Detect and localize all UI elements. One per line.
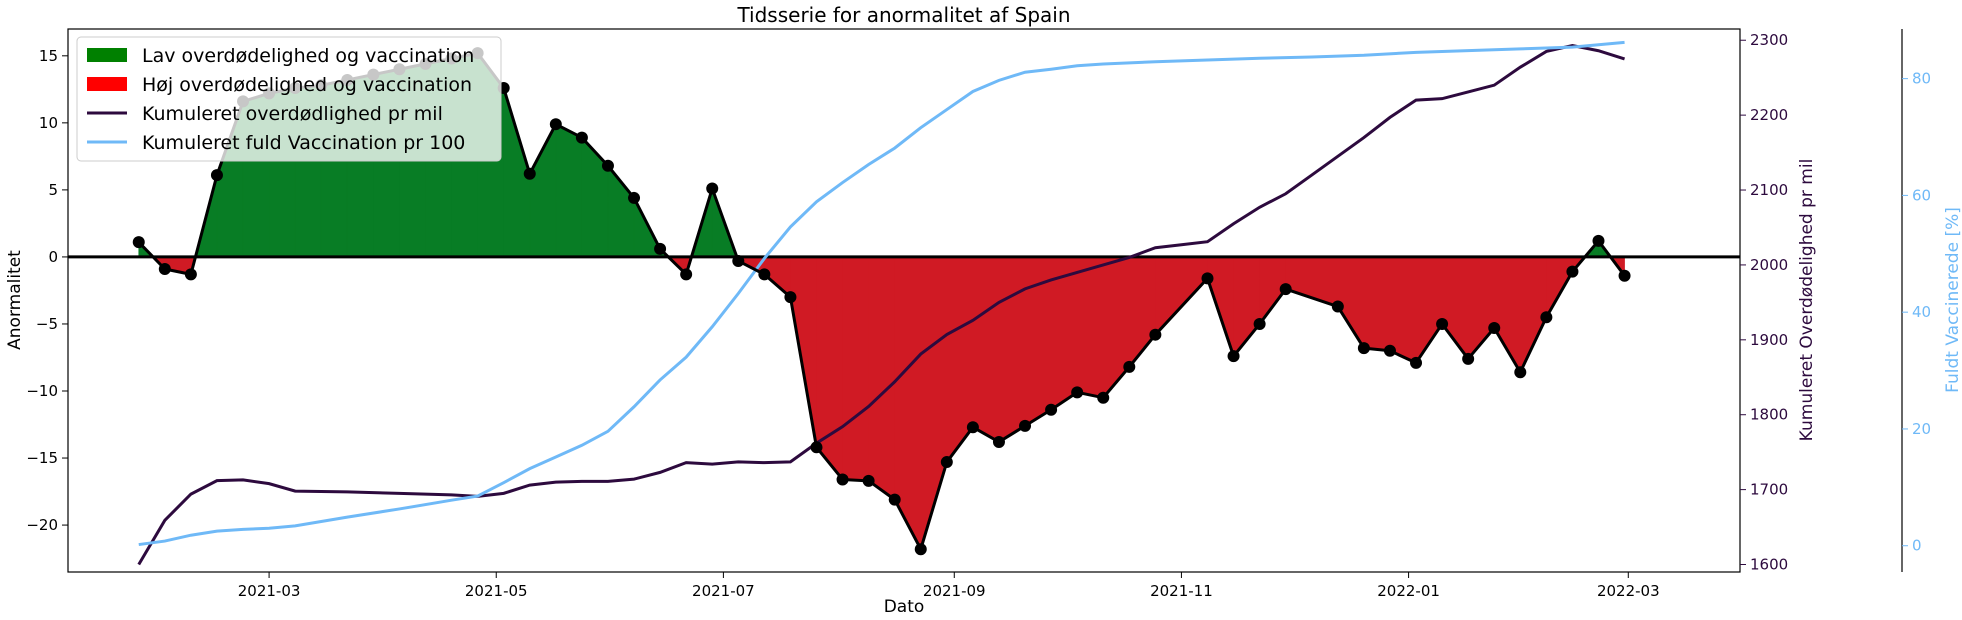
x-tick-label: 2022-03 [1597,582,1660,600]
anomaly-marker [523,167,536,180]
legend-box [76,36,502,162]
anomaly-marker [1357,342,1370,355]
plot-frame [67,28,1741,573]
x-tick-label: 2021-03 [238,582,301,600]
y-axis-label-right-excess: Kumuleret Overdødelighed pr mil [1797,159,1817,442]
anomaly-marker [132,236,145,249]
anomaly-marker [992,435,1005,448]
y-tick-label-right-vaccination: 40 [1912,303,1931,321]
chart-title: Tidsserie for anormalitet af Spain [736,3,1070,27]
y-tick-label-right-excess: 1700 [1750,481,1788,499]
anomaly-marker [732,254,745,267]
legend: Lav overdødelighed og vaccination Høj ove… [76,36,502,162]
anomaly-marker [1331,300,1344,313]
anomaly-marker [1149,328,1162,341]
anomaly-marker [1253,317,1266,330]
anomaly-marker [1618,269,1631,282]
legend-label: Kumuleret overdødlighed pr mil [142,103,443,125]
legend-label: Kumuleret fuld Vaccination pr 100 [142,132,465,154]
anomaly-marker [1566,265,1579,278]
x-tick-label: 2022-01 [1377,582,1440,600]
legend-label: Høj overdødelighed og vaccination [142,74,472,96]
y-tick-label-right-excess: 1800 [1750,406,1788,424]
anomaly-marker [1071,386,1084,399]
anomaly-marker [862,474,875,487]
x-axis-label: Dato [884,597,925,617]
anomaly-marker [1540,311,1553,324]
anomaly-marker [1019,419,1032,432]
anomaly-marker [1097,391,1110,404]
anomaly-marker [1045,403,1058,416]
y-tick-label-left: −15 [26,449,58,467]
anomaly-marker [784,291,797,304]
y-tick-label-left: 0 [48,248,58,266]
y-tick-label-left: −20 [26,516,58,534]
anomaly-marker [601,159,614,172]
anomaly-marker [628,191,641,204]
y-axis-label-left: Anormalitet [5,250,25,350]
anomaly-marker [549,118,562,131]
y-tick-label-right-excess: 2100 [1750,181,1788,199]
anomaly-marker [758,268,771,281]
anomaly-marker [1462,352,1475,365]
negative-anomaly-area [152,256,1625,550]
y-tick-label-right-excess: 2300 [1750,31,1788,49]
anomaly-marker [158,262,171,275]
anomaly-marker [654,242,667,255]
vaccination-line [138,40,1625,547]
y-tick-label-right-excess: 1600 [1750,556,1788,574]
anomaly-marker [1227,350,1240,363]
anomaly-marker [810,441,823,454]
anomaly-marker [575,131,588,144]
legend-label: Lav overdødelighed og vaccination [142,45,474,67]
y-tick-label-right-excess: 1900 [1750,331,1788,349]
anomaly-marker [210,169,223,182]
anomaly-marker [1123,360,1136,373]
y-tick-label-right-vaccination: 20 [1912,420,1931,438]
y-tick-label-left: −5 [36,315,58,333]
y-tick-label-right-vaccination: 60 [1912,186,1931,204]
y-tick-label-right-vaccination: 80 [1912,70,1931,88]
x-tick-label: 2021-05 [465,582,528,600]
anomaly-marker [888,493,901,506]
legend-swatch [87,77,127,91]
y-tick-label-left: −10 [26,382,58,400]
anomaly-marker [680,268,693,281]
anomaly-marker [1383,344,1396,357]
anomaly-marker [966,421,979,434]
anomaly-marker [1201,272,1214,285]
y-tick-label-right-excess: 2000 [1750,256,1788,274]
anomaly-marker [1514,366,1527,379]
y-axis-label-right-vaccination: Fuldt Vaccinerede [%] [1943,207,1962,393]
x-tick-label: 2021-07 [692,582,755,600]
y-tick-label-left: 15 [39,47,58,65]
y-tick-label-left: 10 [39,114,58,132]
x-tick-label: 2021-09 [923,582,986,600]
y-tick-label-right-vaccination: 0 [1912,537,1922,555]
y-tick-label-left: 5 [48,181,58,199]
y-tick-label-right-excess: 2200 [1750,106,1788,124]
anomaly-marker [1410,356,1423,369]
anomaly-marker [914,543,927,556]
legend-swatch [87,48,127,62]
anomaly-marker [1279,283,1292,296]
x-tick-label: 2021-11 [1150,582,1213,600]
anomaly-marker [836,473,849,486]
excess-mortality-line [137,43,1626,566]
anomaly-marker [706,182,719,195]
anomaly-marker [1488,321,1501,334]
anomaly-marker [1592,234,1605,247]
anomaly-marker [940,456,953,469]
anomaly-marker [184,268,197,281]
anomaly-marker [1436,317,1449,330]
